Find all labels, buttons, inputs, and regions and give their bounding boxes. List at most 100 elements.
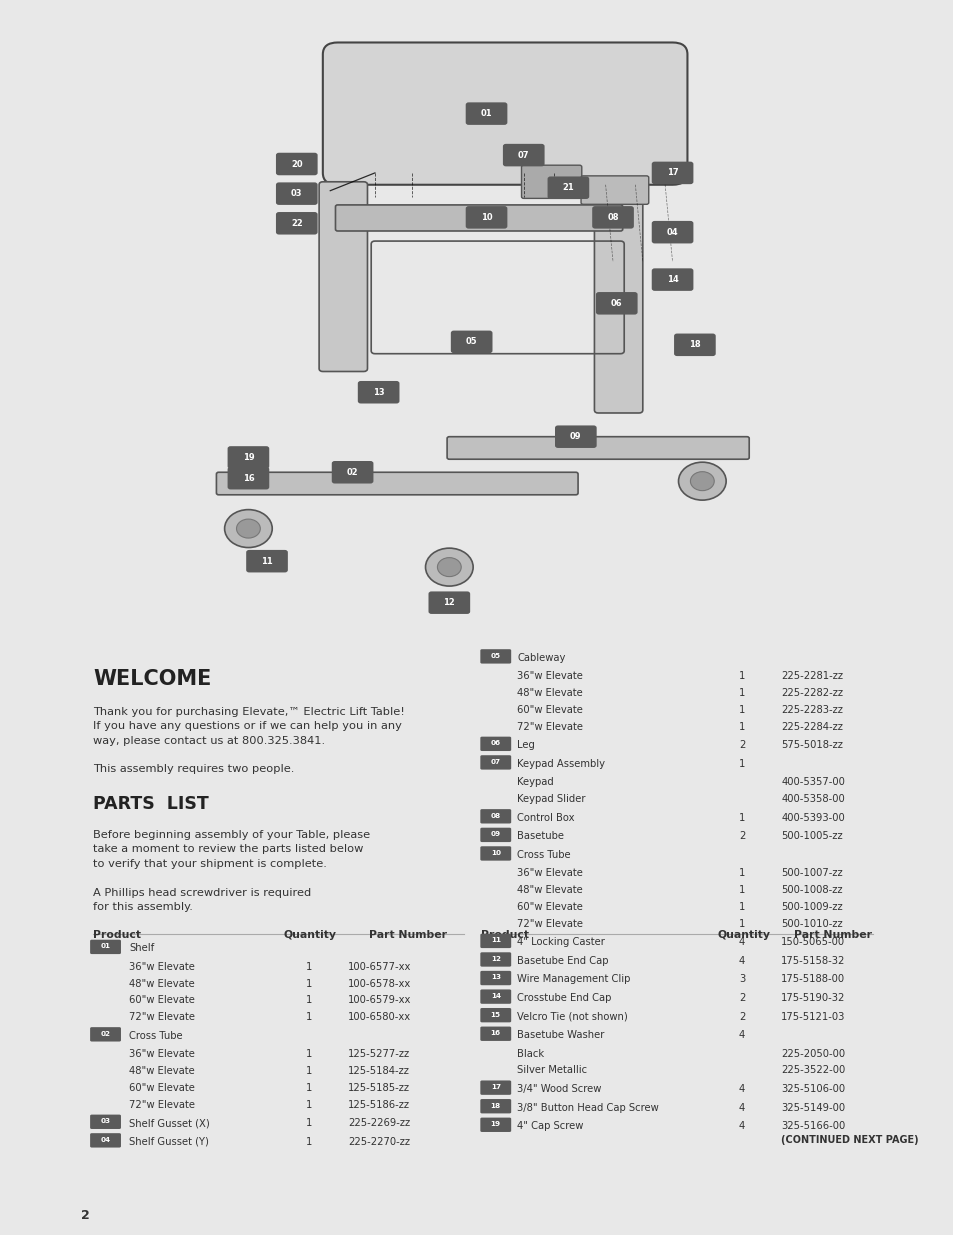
FancyBboxPatch shape: [651, 221, 693, 243]
Text: 12: 12: [443, 598, 455, 608]
Text: 225-2050-00: 225-2050-00: [781, 1049, 844, 1058]
Text: 175-5190-32: 175-5190-32: [781, 993, 844, 1003]
FancyBboxPatch shape: [594, 182, 642, 412]
Text: 17: 17: [666, 168, 678, 178]
Text: 4: 4: [739, 1084, 744, 1094]
Text: 500-1007-zz: 500-1007-zz: [781, 868, 842, 878]
FancyBboxPatch shape: [90, 1134, 121, 1147]
Text: 1: 1: [739, 885, 744, 895]
Text: 325-5106-00: 325-5106-00: [781, 1084, 844, 1094]
Text: Crosstube End Cap: Crosstube End Cap: [517, 993, 611, 1003]
Text: Product: Product: [93, 930, 141, 940]
Text: 19: 19: [490, 1121, 500, 1128]
FancyBboxPatch shape: [465, 206, 507, 228]
Text: 21: 21: [562, 183, 574, 193]
Text: 36"w Elevate: 36"w Elevate: [130, 1050, 195, 1060]
Text: 2: 2: [739, 831, 744, 841]
Text: 1: 1: [739, 813, 744, 823]
Text: 1: 1: [739, 868, 744, 878]
Text: Cross Tube: Cross Tube: [517, 850, 570, 860]
Text: 225-2284-zz: 225-2284-zz: [781, 721, 842, 731]
Text: 03: 03: [100, 1118, 111, 1124]
FancyBboxPatch shape: [502, 143, 544, 167]
FancyBboxPatch shape: [90, 1028, 121, 1041]
Text: 500-1010-zz: 500-1010-zz: [781, 919, 842, 929]
Text: 100-6580-xx: 100-6580-xx: [348, 1013, 411, 1023]
Circle shape: [690, 472, 714, 490]
Text: 175-5121-03: 175-5121-03: [781, 1011, 844, 1021]
FancyBboxPatch shape: [479, 1099, 511, 1114]
FancyBboxPatch shape: [228, 467, 269, 489]
Text: 13: 13: [490, 974, 500, 981]
FancyBboxPatch shape: [216, 472, 578, 495]
FancyBboxPatch shape: [275, 212, 317, 235]
Circle shape: [437, 558, 460, 577]
Text: Before beginning assembly of your Table, please
take a moment to review the part: Before beginning assembly of your Table,…: [93, 830, 370, 869]
Text: 225-2270-zz: 225-2270-zz: [348, 1136, 410, 1147]
Text: 1: 1: [739, 721, 744, 731]
Text: 60"w Elevate: 60"w Elevate: [130, 995, 195, 1005]
Text: 15: 15: [490, 1011, 500, 1018]
FancyBboxPatch shape: [674, 333, 715, 356]
Text: Keypad Slider: Keypad Slider: [517, 794, 585, 804]
FancyBboxPatch shape: [479, 650, 511, 663]
Text: 16: 16: [242, 474, 254, 483]
FancyBboxPatch shape: [547, 177, 589, 199]
Text: 01: 01: [480, 109, 492, 119]
Text: 1: 1: [305, 1083, 312, 1093]
Text: 1: 1: [739, 672, 744, 682]
FancyBboxPatch shape: [246, 550, 288, 573]
FancyBboxPatch shape: [580, 175, 648, 204]
FancyBboxPatch shape: [357, 380, 399, 404]
Text: 4" Cap Screw: 4" Cap Screw: [517, 1121, 583, 1131]
FancyBboxPatch shape: [479, 934, 511, 948]
Text: Quantity: Quantity: [717, 930, 769, 940]
Text: 20: 20: [291, 159, 302, 168]
Circle shape: [236, 519, 260, 538]
FancyBboxPatch shape: [447, 437, 748, 459]
Text: Keypad Assembly: Keypad Assembly: [517, 758, 604, 769]
Text: 08: 08: [607, 212, 618, 222]
Text: 3: 3: [739, 974, 744, 984]
Text: 325-5166-00: 325-5166-00: [781, 1121, 844, 1131]
Text: Shelf: Shelf: [130, 944, 154, 953]
FancyBboxPatch shape: [322, 42, 687, 185]
Text: 100-6579-xx: 100-6579-xx: [348, 995, 411, 1005]
Text: Black: Black: [517, 1049, 543, 1058]
Text: 09: 09: [570, 432, 581, 441]
Text: 1: 1: [305, 978, 312, 989]
FancyBboxPatch shape: [596, 291, 637, 315]
Text: (CONTINUED NEXT PAGE): (CONTINUED NEXT PAGE): [781, 1135, 918, 1145]
FancyBboxPatch shape: [479, 736, 511, 751]
Text: 10: 10: [480, 212, 492, 222]
Text: Basetube End Cap: Basetube End Cap: [517, 956, 608, 966]
FancyBboxPatch shape: [479, 971, 511, 986]
Text: 4: 4: [739, 1030, 744, 1040]
Text: 1: 1: [739, 705, 744, 715]
Text: 3/4" Wood Screw: 3/4" Wood Screw: [517, 1084, 600, 1094]
Text: Velcro Tie (not shown): Velcro Tie (not shown): [517, 1011, 627, 1021]
Text: 1: 1: [739, 919, 744, 929]
FancyBboxPatch shape: [479, 756, 511, 769]
Text: Silver Metallic: Silver Metallic: [517, 1066, 586, 1076]
Text: Thank you for purchasing Elevate,™ Electric Lift Table!
If you have any question: Thank you for purchasing Elevate,™ Elect…: [93, 706, 405, 746]
Text: 2: 2: [81, 1209, 90, 1221]
FancyBboxPatch shape: [479, 1008, 511, 1023]
Text: 16: 16: [490, 1030, 500, 1036]
Circle shape: [224, 510, 272, 547]
FancyBboxPatch shape: [479, 827, 511, 842]
Circle shape: [678, 462, 725, 500]
Text: 60"w Elevate: 60"w Elevate: [517, 902, 582, 911]
Text: 4: 4: [739, 956, 744, 966]
Text: 14: 14: [490, 993, 500, 999]
Text: 125-5185-zz: 125-5185-zz: [348, 1083, 410, 1093]
Text: 1: 1: [305, 1099, 312, 1109]
FancyBboxPatch shape: [479, 952, 511, 967]
Text: 1: 1: [739, 758, 744, 769]
FancyBboxPatch shape: [228, 446, 269, 469]
Text: 48"w Elevate: 48"w Elevate: [517, 688, 582, 698]
Text: Wire Management Clip: Wire Management Clip: [517, 974, 630, 984]
Text: 225-2281-zz: 225-2281-zz: [781, 672, 842, 682]
Text: 1: 1: [305, 995, 312, 1005]
Text: Cross Tube: Cross Tube: [130, 1031, 183, 1041]
